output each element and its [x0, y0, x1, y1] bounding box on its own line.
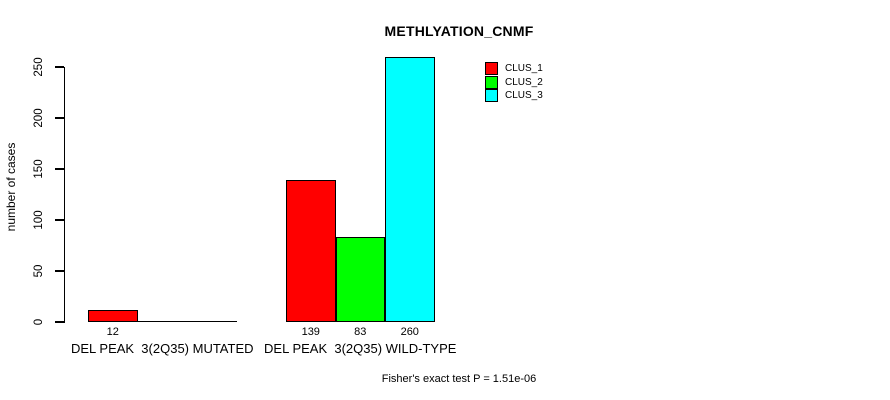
- legend-item: CLUS_1: [485, 62, 543, 75]
- bar-value-label: 83: [354, 326, 367, 338]
- x-axis-group-label: DEL PEAK 3(2Q35) WILD-TYPE: [264, 341, 457, 356]
- bar-zero-clus_3: [187, 320, 237, 322]
- y-axis-tick-label: 50: [33, 264, 45, 278]
- bar-clus_3: [385, 56, 435, 322]
- y-axis-tick-label: 150: [33, 159, 45, 179]
- annotation-text: Fisher's exact test P = 1.51e-06: [381, 373, 537, 385]
- y-axis-tick: [55, 66, 64, 68]
- y-axis-tick-label: 200: [33, 108, 45, 128]
- chart-title: METHLYATION_CNMF: [384, 23, 534, 39]
- y-axis-line: [64, 67, 66, 323]
- legend-swatch-clus_1: [485, 62, 498, 75]
- legend-label: CLUS_3: [505, 90, 543, 101]
- y-axis-tick: [55, 117, 64, 119]
- legend-label: CLUS_2: [505, 76, 543, 88]
- bar-value-label: 12: [106, 326, 119, 338]
- y-axis-tick-label: 250: [33, 57, 45, 77]
- legend-item: CLUS_2: [485, 75, 543, 89]
- bar-value-label: 139: [301, 326, 320, 338]
- x-axis-group-label: DEL PEAK 3(2Q35) MUTATED: [70, 341, 254, 356]
- legend-label: CLUS_1: [505, 63, 543, 74]
- legend-swatch-clus_3: [485, 89, 498, 102]
- y-axis-tick: [55, 168, 64, 170]
- y-axis-tick-label: 100: [33, 210, 45, 230]
- y-axis-label: number of cases: [4, 142, 18, 232]
- y-axis-tick: [55, 219, 64, 221]
- y-axis-tick: [55, 321, 64, 323]
- y-axis-tick-label: 0: [33, 318, 45, 326]
- bar-value-label: 260: [400, 326, 419, 338]
- legend-item: CLUS_3: [485, 89, 543, 102]
- bar-clus_1: [88, 309, 138, 322]
- bar-clus_2: [335, 237, 385, 322]
- bar-clus_1: [286, 180, 336, 322]
- legend: CLUS_1 CLUS_2 CLUS_3: [485, 62, 543, 103]
- bar-zero-clus_2: [137, 320, 187, 322]
- legend-swatch-clus_2: [485, 75, 498, 89]
- y-axis-tick: [55, 270, 64, 272]
